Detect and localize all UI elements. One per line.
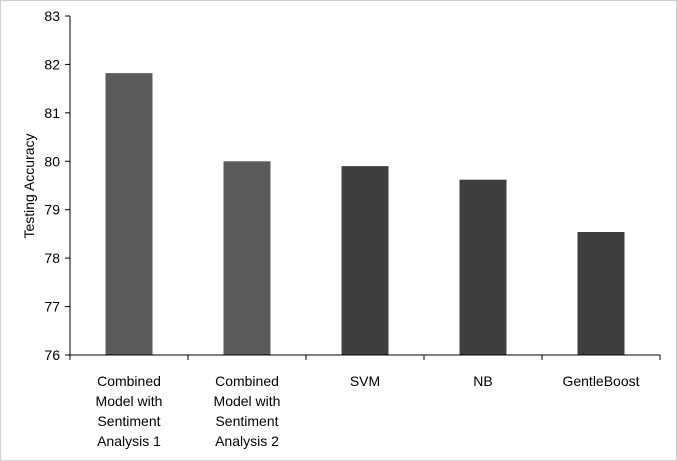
x-tick-label: Combined Model with Sentiment Analysis 1 <box>96 373 163 449</box>
y-tick-label: 77 <box>44 299 60 315</box>
bar <box>341 166 389 355</box>
x-tick-label: Combined Model with Sentiment Analysis 2 <box>214 373 281 449</box>
y-axis-label: Testing Accuracy <box>21 133 37 238</box>
y-tick-label: 76 <box>44 347 60 363</box>
y-tick-label: 78 <box>44 250 60 266</box>
y-ticks-group: 76 77 78 79 80 81 82 83 <box>44 8 661 363</box>
y-tick-label: 83 <box>44 8 60 24</box>
x-tick-label: GentleBoost <box>562 373 639 389</box>
bar <box>459 179 507 355</box>
bar <box>105 73 153 355</box>
y-tick-label: 79 <box>44 202 60 218</box>
y-tick-label: 80 <box>44 153 60 169</box>
bars-group <box>105 73 625 355</box>
x-labels-group: Combined Model with Sentiment Analysis 1 Com… <box>96 373 640 449</box>
bar <box>223 161 271 355</box>
bar <box>577 231 625 355</box>
y-tick-label: 81 <box>44 105 60 121</box>
x-tick-label: SVM <box>350 373 380 389</box>
y-tick-label: 82 <box>44 56 60 72</box>
x-tick-label: NB <box>473 373 492 389</box>
